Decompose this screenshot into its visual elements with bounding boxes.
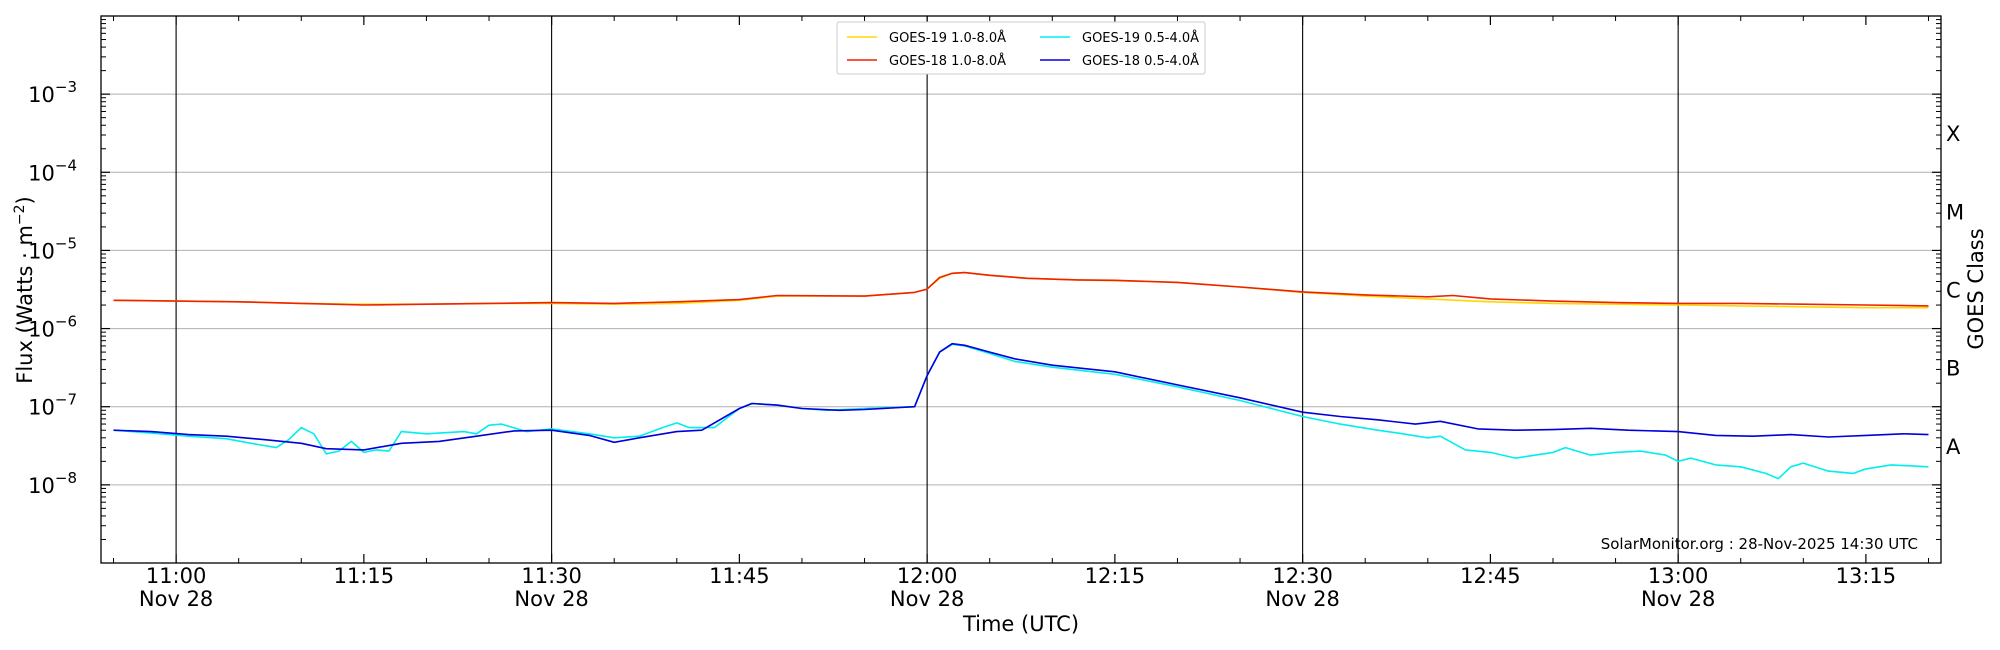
day-marker-lines xyxy=(175,16,1679,563)
grid-lines xyxy=(101,93,1941,486)
x-tick-label: 11:00 xyxy=(146,564,207,588)
x-tick-label: 11:15 xyxy=(334,564,395,588)
goes-class-label: A xyxy=(1946,435,1961,459)
x-tick-date-label: Nov 28 xyxy=(514,587,588,611)
x-tick-date-label: Nov 28 xyxy=(890,587,964,611)
x-tick-label: 12:30 xyxy=(1272,564,1333,588)
legend-label: GOES-19 0.5-4.0Å xyxy=(1082,30,1199,46)
x-tick-label: 12:00 xyxy=(897,564,958,588)
goes-class-labels: A B C M X xyxy=(1946,122,1964,459)
legend-label: GOES-18 0.5-4.0Å xyxy=(1082,53,1199,69)
x-tick-label: 13:15 xyxy=(1836,564,1897,588)
y-tick-label: 10−5 xyxy=(28,234,77,263)
plot-frame xyxy=(100,15,1942,564)
legend-label: GOES-18 1.0-8.0Å xyxy=(889,53,1006,69)
y-tick-label: 10−7 xyxy=(28,391,77,420)
data-series xyxy=(113,271,1929,480)
goes-class-label: B xyxy=(1946,357,1960,381)
legend: GOES-19 1.0-8.0Å GOES-18 1.0-8.0Å GOES-19 … xyxy=(836,21,1206,75)
x-axis-label: Time (UTC) xyxy=(962,612,1079,636)
x-tick-label: 12:45 xyxy=(1460,564,1521,588)
x-tick-label: 11:45 xyxy=(709,564,770,588)
y-axis-label: Flux (Watts · m−2) xyxy=(12,196,37,384)
goes-class-label: M xyxy=(1946,200,1964,224)
y-tick-label: 10−6 xyxy=(28,313,77,342)
y-tick-label: 10−3 xyxy=(28,78,77,107)
series-line xyxy=(113,342,1929,451)
y-tick-label: 10−8 xyxy=(28,469,77,498)
legend-label: GOES-19 1.0-8.0Å xyxy=(889,30,1006,46)
right-axis-label: GOES Class xyxy=(1964,228,1988,349)
credit-text: SolarMonitor.org : 28-Nov-2025 14:30 UTC xyxy=(1601,535,1918,553)
x-tick-date-label: Nov 28 xyxy=(1265,587,1339,611)
series-line xyxy=(113,271,1929,307)
goes-class-label: C xyxy=(1946,279,1961,303)
x-tick-date-label: Nov 28 xyxy=(139,587,213,611)
goes-class-label: X xyxy=(1946,122,1960,146)
x-tick-date-label: Nov 28 xyxy=(1641,587,1715,611)
legend-box xyxy=(836,21,1206,75)
y-axis-ticks: 10−8 10−7 10−6 10−5 10−4 10−3 xyxy=(28,19,1941,540)
x-tick-label: 13:00 xyxy=(1648,564,1709,588)
y-tick-label: 10−4 xyxy=(28,156,77,185)
x-tick-label: 11:30 xyxy=(521,564,582,588)
x-tick-label: 12:15 xyxy=(1085,564,1146,588)
